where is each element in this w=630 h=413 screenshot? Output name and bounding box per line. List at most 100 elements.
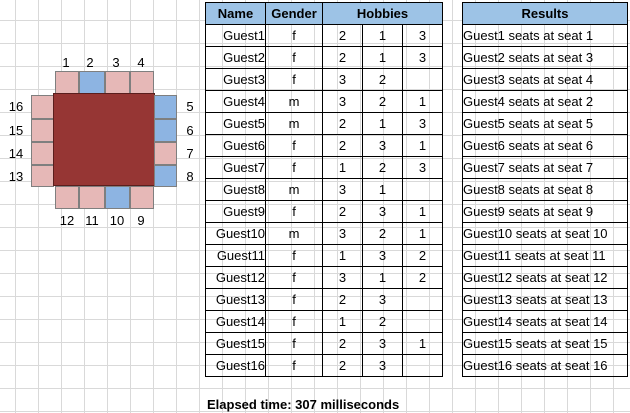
hobby-3-cell[interactable]: 1 xyxy=(401,134,444,157)
gender-cell[interactable]: m xyxy=(265,222,323,245)
hobby-2-cell[interactable]: 2 xyxy=(362,310,403,333)
hobby-3-cell[interactable]: 3 xyxy=(401,156,444,179)
gender-cell[interactable]: f xyxy=(265,332,323,355)
hobby-2-cell[interactable]: 3 xyxy=(362,244,403,267)
guest-name-cell[interactable]: Guest15 xyxy=(205,332,266,355)
hobby-2-cell[interactable]: 1 xyxy=(362,46,403,69)
hobby-3-cell[interactable]: 1 xyxy=(401,200,444,223)
hobby-2-cell[interactable]: 1 xyxy=(362,266,403,289)
hobby-2-cell[interactable]: 3 xyxy=(362,354,403,377)
hobby-2-cell[interactable]: 2 xyxy=(362,68,403,91)
guest-name-cell[interactable]: Guest7 xyxy=(205,156,266,179)
result-cell[interactable]: Guest3 seats at seat 4 xyxy=(462,68,628,91)
guest-name-cell[interactable]: Guest3 xyxy=(205,68,266,91)
hobby-1-cell[interactable]: 2 xyxy=(322,288,363,311)
result-cell[interactable]: Guest4 seats at seat 2 xyxy=(462,90,628,113)
result-cell[interactable]: Guest2 seats at seat 3 xyxy=(462,46,628,69)
hobby-2-cell[interactable]: 1 xyxy=(362,112,403,135)
result-cell[interactable]: Guest7 seats at seat 7 xyxy=(462,156,628,179)
hobby-3-cell[interactable] xyxy=(401,310,444,333)
guest-name-cell[interactable]: Guest6 xyxy=(205,134,266,157)
hobby-2-cell[interactable]: 3 xyxy=(362,332,403,355)
guest-name-cell[interactable]: Guest11 xyxy=(205,244,266,267)
gender-cell[interactable]: f xyxy=(265,24,323,47)
gender-cell[interactable]: f xyxy=(265,156,323,179)
result-cell[interactable]: Guest10 seats at seat 10 xyxy=(462,222,628,245)
guest-name-cell[interactable]: Guest16 xyxy=(205,354,266,377)
gender-cell[interactable]: f xyxy=(265,244,323,267)
result-row: Guest16 seats at seat 16 xyxy=(462,354,628,377)
gender-cell[interactable]: f xyxy=(265,266,323,289)
hobby-2-cell[interactable]: 3 xyxy=(362,200,403,223)
gender-cell[interactable]: m xyxy=(265,178,323,201)
header-results: Results xyxy=(462,2,628,25)
guest-name-cell[interactable]: Guest12 xyxy=(205,266,266,289)
gender-cell[interactable]: f xyxy=(265,200,323,223)
gender-cell[interactable]: f xyxy=(265,134,323,157)
hobby-1-cell[interactable]: 2 xyxy=(322,134,363,157)
hobby-1-cell[interactable]: 3 xyxy=(322,178,363,201)
hobby-3-cell[interactable]: 3 xyxy=(401,46,444,69)
hobby-3-cell[interactable] xyxy=(401,68,444,91)
hobby-1-cell[interactable]: 3 xyxy=(322,222,363,245)
result-cell[interactable]: Guest13 seats at seat 13 xyxy=(462,288,628,311)
seat-number-label: 8 xyxy=(186,169,194,184)
hobby-2-cell[interactable]: 2 xyxy=(362,90,403,113)
result-cell[interactable]: Guest8 seats at seat 8 xyxy=(462,178,628,201)
hobby-1-cell[interactable]: 3 xyxy=(322,266,363,289)
hobby-2-cell[interactable]: 2 xyxy=(362,156,403,179)
hobby-1-cell[interactable]: 2 xyxy=(322,112,363,135)
gender-cell[interactable]: f xyxy=(265,288,323,311)
hobby-3-cell[interactable]: 1 xyxy=(401,90,444,113)
hobby-1-cell[interactable]: 1 xyxy=(322,310,363,333)
hobby-1-cell[interactable]: 3 xyxy=(322,68,363,91)
hobby-3-cell[interactable] xyxy=(401,354,444,377)
hobby-1-cell[interactable]: 2 xyxy=(322,200,363,223)
hobby-2-cell[interactable]: 1 xyxy=(362,178,403,201)
hobby-1-cell[interactable]: 2 xyxy=(322,46,363,69)
hobby-2-cell[interactable]: 1 xyxy=(362,24,403,47)
result-cell[interactable]: Guest15 seats at seat 15 xyxy=(462,332,628,355)
hobby-1-cell[interactable]: 1 xyxy=(322,156,363,179)
gender-cell[interactable]: f xyxy=(265,68,323,91)
hobby-3-cell[interactable]: 1 xyxy=(401,222,444,245)
result-cell[interactable]: Guest14 seats at seat 14 xyxy=(462,310,628,333)
guest-name-cell[interactable]: Guest4 xyxy=(205,90,266,113)
hobby-1-cell[interactable]: 2 xyxy=(322,24,363,47)
guest-name-cell[interactable]: Guest14 xyxy=(205,310,266,333)
hobby-3-cell[interactable] xyxy=(401,178,444,201)
result-cell[interactable]: Guest6 seats at seat 6 xyxy=(462,134,628,157)
result-cell[interactable]: Guest5 seats at seat 5 xyxy=(462,112,628,135)
hobby-3-cell[interactable]: 1 xyxy=(401,332,444,355)
hobby-3-cell[interactable]: 3 xyxy=(401,24,444,47)
hobby-3-cell[interactable]: 3 xyxy=(401,112,444,135)
hobby-1-cell[interactable]: 2 xyxy=(322,354,363,377)
hobby-3-cell[interactable]: 2 xyxy=(401,244,444,267)
hobby-2-cell[interactable]: 3 xyxy=(362,288,403,311)
hobby-3-cell[interactable]: 2 xyxy=(401,266,444,289)
result-cell[interactable]: Guest12 seats at seat 12 xyxy=(462,266,628,289)
hobby-1-cell[interactable]: 1 xyxy=(322,244,363,267)
gender-cell[interactable]: f xyxy=(265,354,323,377)
result-cell[interactable]: Guest16 seats at seat 16 xyxy=(462,354,628,377)
guest-name-cell[interactable]: Guest10 xyxy=(205,222,266,245)
hobby-2-cell[interactable]: 3 xyxy=(362,134,403,157)
guest-name-cell[interactable]: Guest9 xyxy=(205,200,266,223)
hobby-1-cell[interactable]: 2 xyxy=(322,332,363,355)
guest-name-cell[interactable]: Guest1 xyxy=(205,24,266,47)
gender-cell[interactable]: f xyxy=(265,46,323,69)
gender-cell[interactable]: m xyxy=(265,112,323,135)
guest-name-cell[interactable]: Guest5 xyxy=(205,112,266,135)
hobby-2-cell[interactable]: 2 xyxy=(362,222,403,245)
gender-cell[interactable]: m xyxy=(265,90,323,113)
gender-cell[interactable]: f xyxy=(265,310,323,333)
hobby-3-cell[interactable] xyxy=(401,288,444,311)
result-cell[interactable]: Guest1 seats at seat 1 xyxy=(462,24,628,47)
result-row: Guest9 seats at seat 9 xyxy=(462,200,628,223)
guest-name-cell[interactable]: Guest13 xyxy=(205,288,266,311)
result-cell[interactable]: Guest11 seats at seat 11 xyxy=(462,244,628,267)
guest-name-cell[interactable]: Guest2 xyxy=(205,46,266,69)
result-cell[interactable]: Guest9 seats at seat 9 xyxy=(462,200,628,223)
hobby-1-cell[interactable]: 3 xyxy=(322,90,363,113)
guest-name-cell[interactable]: Guest8 xyxy=(205,178,266,201)
